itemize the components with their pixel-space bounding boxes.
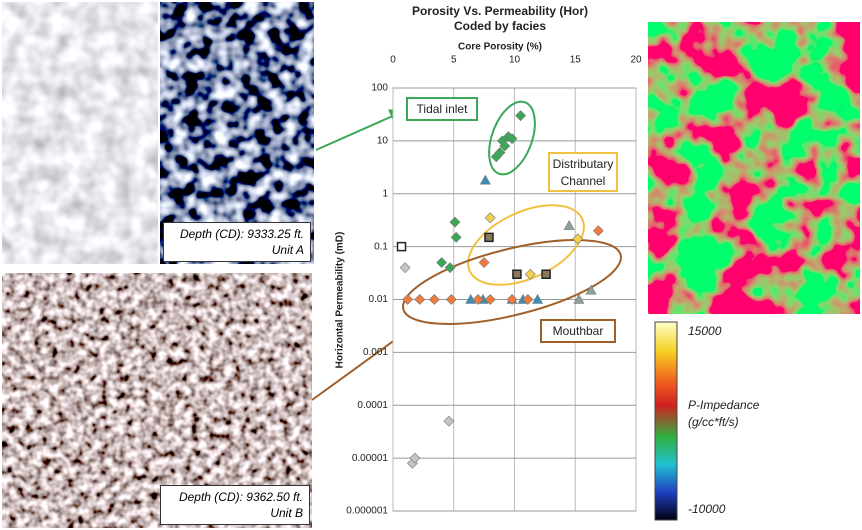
caption: Depth (CD): 9333.25 ft. (170, 226, 304, 242)
caption-box: Depth (CD): 9362.50 ft. Unit B (160, 485, 310, 525)
colorbar (655, 322, 677, 520)
y-tick-label: 0.001 (363, 347, 388, 358)
data-point (485, 233, 493, 241)
caption: Depth (CD): 9362.50 ft. (167, 489, 303, 505)
x-tick-label: 5 (451, 55, 457, 66)
chart-subtitle: Coded by facies (454, 19, 546, 33)
x-axis-title: Core Porosity (%) (458, 42, 542, 53)
y-tick-label: 0.01 (369, 294, 389, 305)
figure-graphics: Porosity Vs. Permeability (Hor) Coded by… (0, 0, 862, 530)
y-axis-title: Horizontal Permeability (mD) (335, 232, 346, 369)
data-point (542, 270, 550, 278)
annotation: Mouthbar (540, 319, 616, 343)
x-tick-label: 10 (509, 55, 521, 66)
thin-section-photo (2, 2, 158, 264)
colorbar-title: P-Impedance (688, 398, 759, 412)
colorbar-tick-label: 15000 (688, 324, 721, 338)
x-tick-label: 0 (390, 55, 396, 66)
chart-title: Porosity Vs. Permeability (Hor) (412, 4, 588, 18)
x-tick-label: 20 (630, 55, 642, 66)
y-tick-label: 100 (371, 83, 388, 94)
y-tick-label: 1 (382, 188, 388, 199)
y-tick-label: 0.00001 (352, 453, 389, 464)
data-point (513, 270, 521, 278)
y-tick-label: 10 (377, 136, 389, 147)
x-tick-label: 15 (570, 55, 582, 66)
colorbar-tick-label: -10000 (688, 502, 725, 516)
arrow (316, 111, 404, 150)
y-tick-label: 0.1 (374, 241, 388, 252)
y-tick-label: 0.000001 (346, 506, 388, 517)
figure: Porosity Vs. Permeability (Hor) Coded by… (0, 0, 862, 530)
annotation: Tidal inlet (406, 97, 478, 121)
impedance-map (648, 22, 860, 314)
colorbar-unit: (g/cc*ft/s) (688, 415, 739, 429)
caption-box: Depth (CD): 9333.25 ft. Unit A (163, 222, 311, 262)
caption: Unit B (167, 505, 303, 521)
caption: Unit A (170, 242, 304, 258)
data-point (398, 243, 406, 251)
y-tick-label: 0.0001 (357, 400, 388, 411)
annotation: Distributary Channel (548, 152, 618, 192)
